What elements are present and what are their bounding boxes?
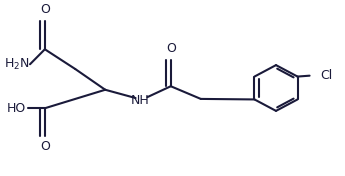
Text: NH: NH (130, 94, 149, 107)
Text: O: O (166, 42, 176, 55)
Text: Cl: Cl (320, 69, 332, 82)
Text: H$_2$N: H$_2$N (4, 57, 29, 72)
Text: HO: HO (7, 102, 26, 115)
Text: O: O (40, 3, 50, 16)
Text: O: O (40, 140, 50, 153)
